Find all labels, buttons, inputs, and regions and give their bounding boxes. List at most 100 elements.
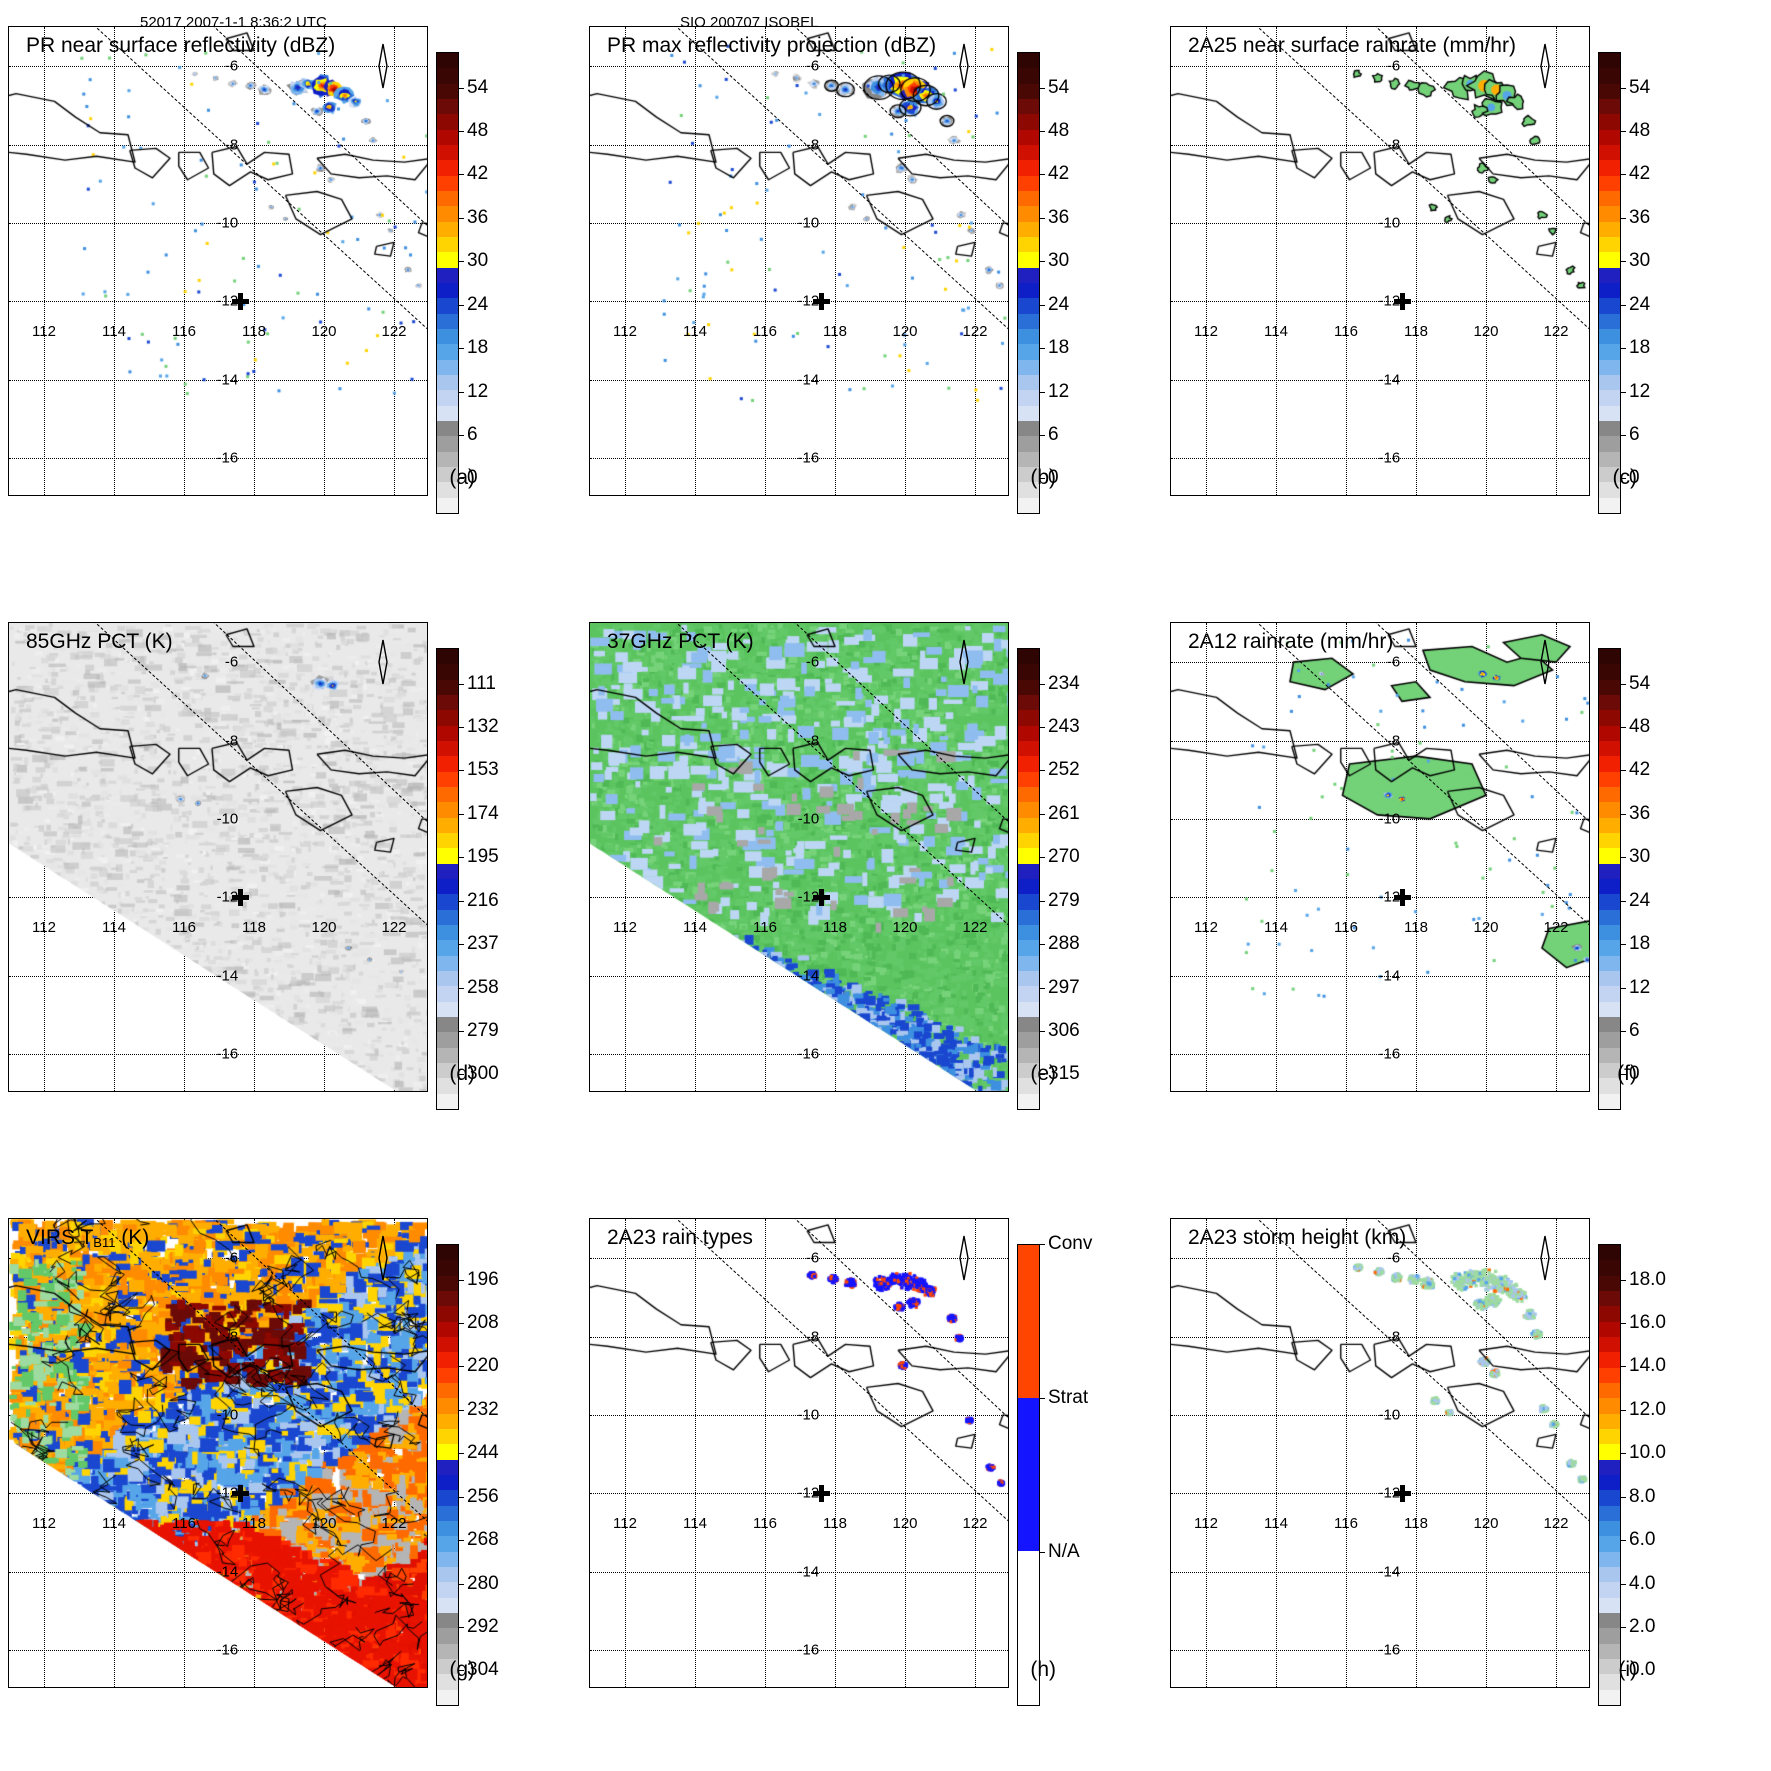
colorbar-tick-label: 243 <box>1048 716 1080 737</box>
lat-tick-label: -8 <box>1386 1328 1401 1345</box>
colorbar-tick <box>1040 87 1045 89</box>
map-f[interactable]: 112 114 116 118 120 122 -6 -8 -10 -12 -14 -16 <box>1170 622 1590 1092</box>
map-c[interactable]: 112 114 116 118 120 122 -6 -8 -10 -12 -14 -16 <box>1170 26 1590 496</box>
colorbar-segment <box>1018 649 1039 665</box>
colorbar-tick-label: 18 <box>1629 933 1651 955</box>
colorbar-tick-label: 244 <box>467 1442 499 1464</box>
colorbar-segment <box>437 802 458 818</box>
colorbar-tick-label: 132 <box>467 716 499 737</box>
panel-b: 112 114 116 118 120 122 -6 -8 -10 -12 -14 -16 PR max… <box>589 26 1082 514</box>
colorbar-segment <box>1599 1367 1620 1383</box>
colorbar-segment <box>1599 267 1620 283</box>
colorbar-tick-label: 8.0 <box>1629 1485 1656 1507</box>
lat-tick-label: -10 <box>1378 214 1401 232</box>
panel-title-c: 2A25 near surface rainrate (mm/hr) <box>1188 34 1516 57</box>
colorbar-segment <box>437 1474 458 1491</box>
coastline-g <box>9 1219 427 1687</box>
colorbar-segment <box>1599 694 1620 711</box>
colorbar-tick <box>459 857 464 859</box>
lat-tick-label: -14 <box>216 371 239 388</box>
panel-label-d: (d) <box>449 1062 475 1085</box>
panel-title-e: 37GHz PCT (K) <box>607 630 754 653</box>
colorbar-segment <box>1599 679 1620 695</box>
colorbar-segment <box>1599 1016 1620 1033</box>
colorbar-tick <box>1621 1323 1626 1324</box>
lon-tick-label: 118 <box>1404 322 1428 340</box>
colorbar-tick-label: 270 <box>1048 846 1080 868</box>
map-h[interactable]: 112 114 116 118 120 122 -6 -8 -10 -12 -14 -16 <box>589 1218 1009 1688</box>
colorbar-tick <box>1040 348 1045 350</box>
map-d[interactable]: 112 114 116 118 120 122 -6 -8 -10 -12 -14 -16 <box>8 622 428 1092</box>
colorbar-segment <box>437 1367 458 1383</box>
colorbar-tick-label: 304 <box>467 1659 499 1681</box>
lon-tick-label: 114 <box>102 322 126 340</box>
colorbar-segment <box>1018 175 1039 191</box>
colorbar-segment <box>437 175 458 191</box>
lon-tick-label: 122 <box>962 1514 988 1532</box>
colorbar-segment <box>437 894 458 910</box>
lon-tick-label: 120 <box>1473 1514 1499 1532</box>
colorbar-segment <box>437 863 458 879</box>
colorbar-segment <box>1599 206 1620 222</box>
colorbar-tick <box>459 1409 464 1411</box>
lat-tick-label: -12 <box>797 1484 820 1502</box>
colorbar-gradient-i <box>1598 1244 1621 1706</box>
map-e[interactable]: 112 114 116 118 120 122 -6 -8 -10 -12 -14 -16 <box>589 622 1009 1092</box>
colorbar-tick <box>1621 770 1626 772</box>
lon-tick-label: 118 <box>242 1514 266 1532</box>
colorbar-tick <box>459 348 464 350</box>
lat-tick-label: -16 <box>216 449 239 467</box>
colorbar-segment <box>1018 1398 1039 1552</box>
colorbar-tick-label: 42 <box>1629 163 1651 185</box>
colorbar-segment <box>1599 466 1620 483</box>
colorbar-segment <box>437 344 458 360</box>
colorbar-segment <box>437 970 458 987</box>
lat-tick-label: -12 <box>1378 1484 1401 1502</box>
colorbar-segment <box>1599 649 1620 665</box>
colorbar-tick-label: 306 <box>1048 1019 1080 1041</box>
colorbar-gradient-c <box>1598 52 1621 514</box>
colorbar-segment <box>1599 1352 1620 1368</box>
colorbar-tick <box>1621 1670 1626 1672</box>
north-arrow-icon <box>375 639 391 690</box>
colorbar-tick-label: 153 <box>467 759 499 781</box>
colorbar-h: Conv Strat N/A <box>1017 1233 1092 1706</box>
colorbar-tick-label: 279 <box>467 1019 499 1041</box>
colorbar-segment <box>1018 236 1039 253</box>
colorbar-segment <box>437 740 458 757</box>
panel-g: 112 114 116 118 120 122 -6 -8 -10 -12 -14 -16 VIRS T… <box>8 1218 501 1706</box>
lon-tick-label: 118 <box>823 1514 847 1532</box>
map-b[interactable]: 112 114 116 118 120 122 -6 -8 -10 -12 -14 -16 <box>589 26 1009 496</box>
lat-tick-label: -6 <box>805 653 820 671</box>
colorbar-segment <box>1018 878 1039 895</box>
colorbar-segment <box>1599 53 1620 69</box>
map-i[interactable]: 112 114 116 118 120 122 -6 -8 -10 -12 -14 -16 <box>1170 1218 1590 1688</box>
colorbar-segment <box>1599 374 1620 391</box>
colorbar-tick <box>1621 1496 1626 1498</box>
colorbar-segment <box>1599 756 1620 772</box>
colorbar-segment <box>437 420 458 437</box>
colorbar-segment <box>1018 129 1039 145</box>
lon-tick-label: 112 <box>32 1514 56 1532</box>
colorbar-tick-label: 18 <box>1048 337 1070 359</box>
colorbar-segment <box>1018 1245 1039 1399</box>
colorbar-tick-label: 0.0 <box>1629 1659 1656 1681</box>
colorbar-g: 196 208 220 232 244 256 268 280 292 304 <box>436 1244 499 1706</box>
colorbar-segment <box>437 725 458 741</box>
colorbar-segment <box>437 390 458 406</box>
colorbar-segment <box>1599 1643 1620 1659</box>
colorbar-tick-label: 252 <box>1048 759 1080 781</box>
colorbar-segment <box>437 405 458 421</box>
map-a[interactable]: 112 114 116 118 120 122 -6 -8 -10 -12 -14 -16 <box>8 26 428 496</box>
lon-tick-label: 116 <box>1334 322 1358 340</box>
map-g[interactable]: 112 114 116 118 120 122 -6 -8 -10 -12 -14 -16 <box>8 1218 428 1688</box>
colorbar-segment <box>1018 144 1039 161</box>
colorbar-segment <box>437 786 458 803</box>
colorbar-segment <box>1599 1474 1620 1491</box>
panel-title-b: PR max reflectivity projection (dBZ) <box>607 34 937 57</box>
colorbar-gradient-f <box>1598 648 1621 1110</box>
colorbar-segment <box>1018 1551 1039 1705</box>
colorbar-segment <box>437 710 458 726</box>
coastline-e <box>590 623 1008 1091</box>
north-arrow-icon <box>1537 639 1553 690</box>
